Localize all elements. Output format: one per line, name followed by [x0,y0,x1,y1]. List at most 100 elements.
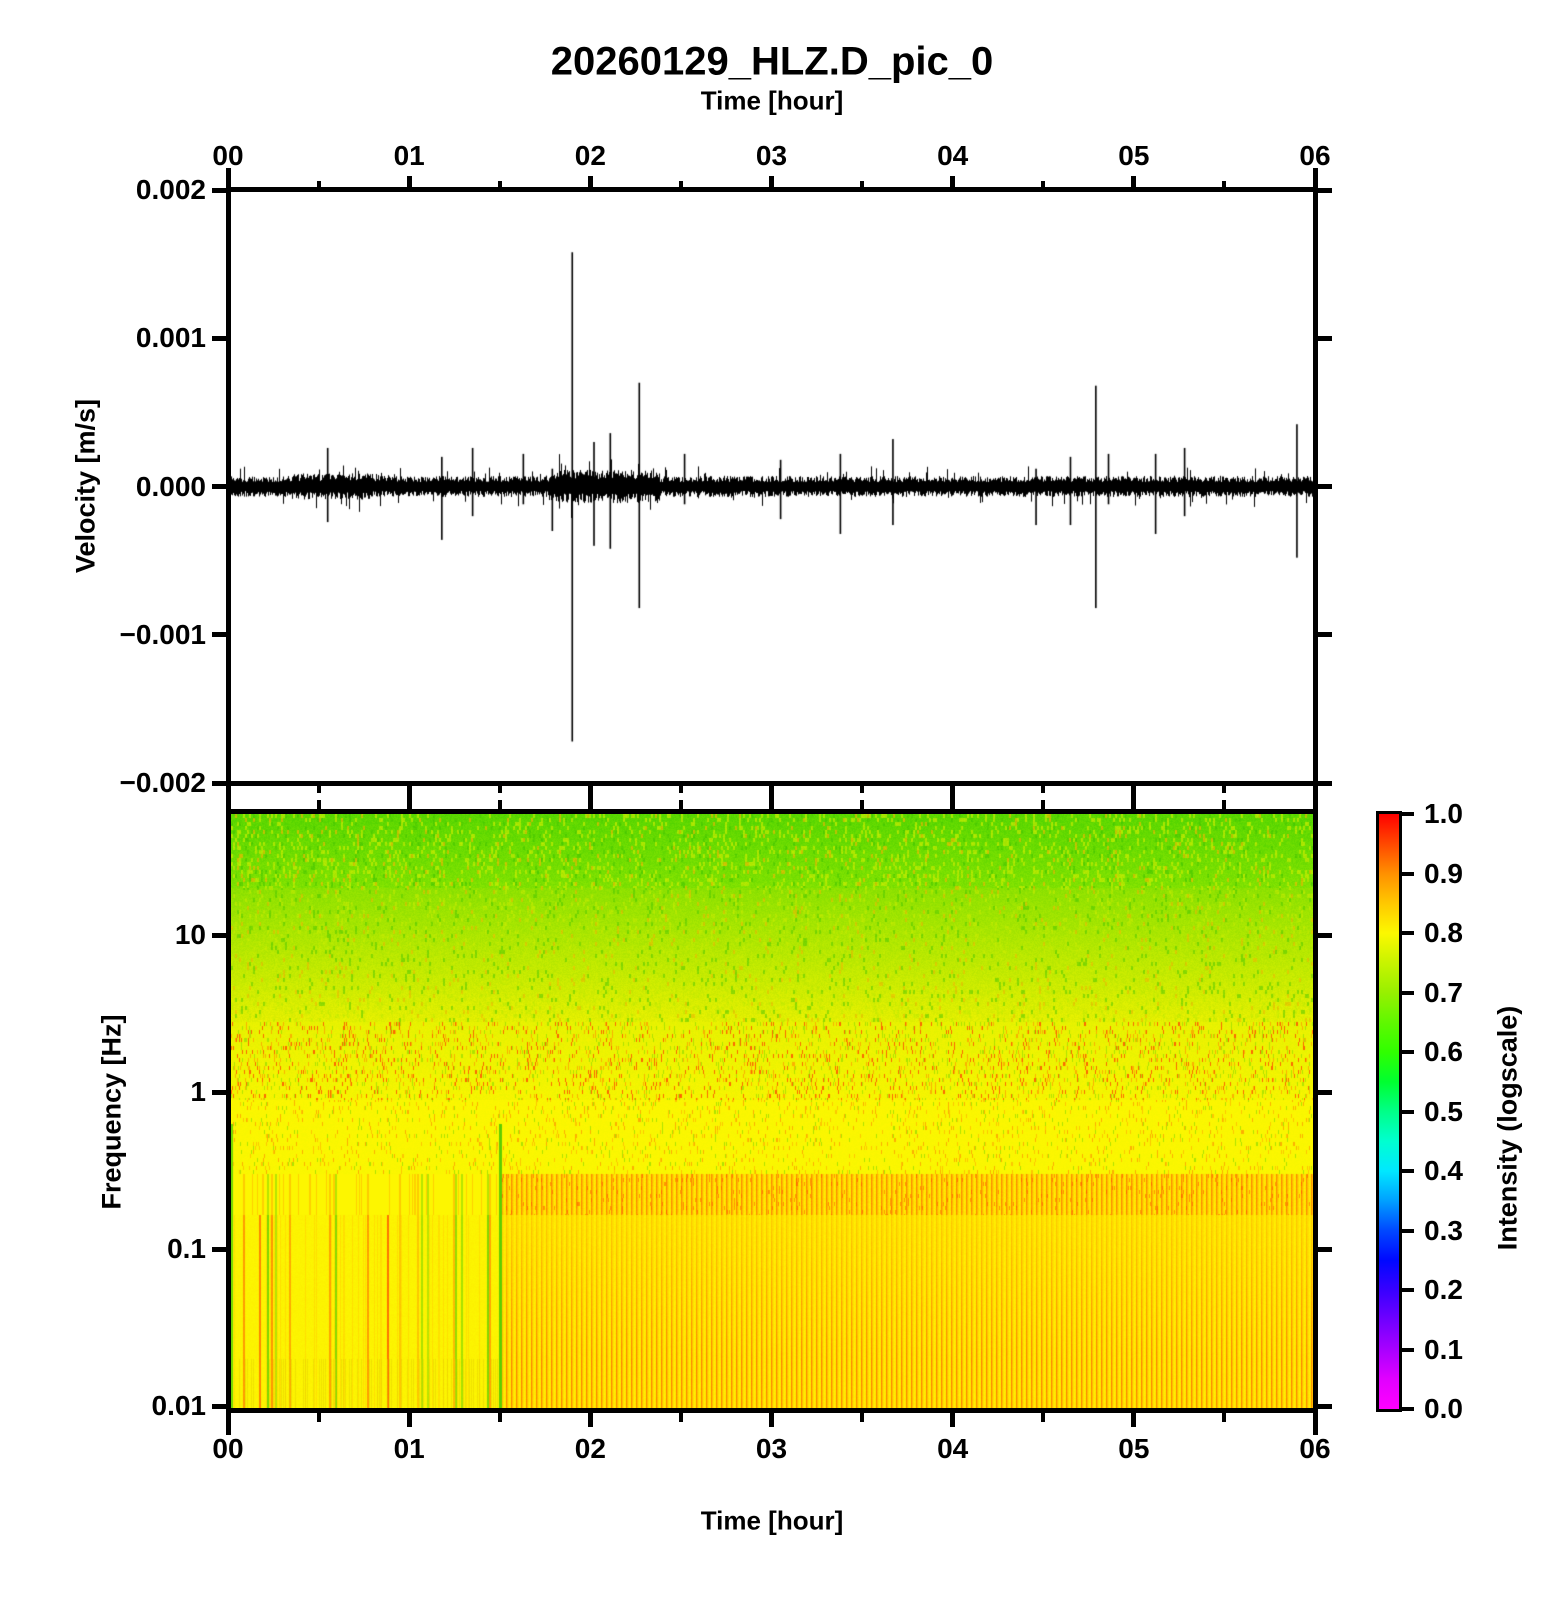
axis-tick [1402,1288,1414,1292]
axis-tick [212,1246,226,1252]
axis-tick [769,795,774,809]
axis-tick [1402,1050,1414,1054]
axis-tick [860,784,865,793]
hour-tick-label-bottom: 05 [1118,1433,1150,1464]
axis-tick [225,795,231,809]
axis-tick [587,176,593,190]
hour-tick-label-top: 02 [574,140,606,171]
spectrogram-canvas [231,814,1313,1408]
axis-tick [1402,1109,1414,1114]
hour-tick-label-top: 06 [1299,140,1331,171]
hour-tick-label-bottom: 01 [393,1433,425,1464]
axis-tick [406,795,412,809]
colorbar-tick-label: 0.5 [1424,1095,1463,1127]
axis-tick [212,632,226,638]
axis-tick [1402,1347,1414,1352]
velocity-axis-label: Velocity [m/s] [70,398,101,574]
axis-tick [950,784,956,798]
axis-tick [316,181,321,190]
intensity-axis-label: Intensity (logscale) [1492,1005,1523,1251]
time-axis-label-bottom: Time [hour] [700,1505,844,1536]
axis-tick [1318,1246,1332,1252]
axis-tick [1402,990,1414,995]
velocity-tick-label: −0.001 [119,618,206,650]
frequency-tick-label: 10 [174,919,206,950]
axis-tick [1318,187,1332,193]
axis-tick [860,1413,865,1422]
axis-tick [1402,871,1414,876]
axis-tick [1041,1413,1046,1422]
axis-tick [497,784,502,793]
axis-tick [212,187,226,193]
colorbar-tick-label: 0.6 [1424,1036,1463,1067]
axis-tick [1312,1413,1318,1435]
axis-tick [1131,784,1137,798]
axis-tick [769,176,774,190]
axis-tick [406,1413,412,1427]
axis-tick [1222,181,1227,190]
axis-tick [1402,931,1414,935]
axis-tick [1222,800,1227,809]
axis-tick [406,784,412,798]
velocity-tick-label: 0.000 [135,470,206,502]
axis-tick [1312,784,1318,798]
axis-tick [212,484,226,489]
colorbar-tick-label: 0.9 [1424,857,1463,889]
frequency-tick-label: 0.01 [151,1390,207,1421]
axis-tick [1222,784,1227,793]
axis-tick [212,1403,226,1409]
colorbar-tick-label: 0.8 [1424,917,1463,948]
time-axis-label-top: Time [hour] [700,85,844,116]
axis-tick [497,1413,502,1422]
axis-tick [1041,181,1046,190]
frequency-tick-label: 1 [190,1076,206,1107]
axis-tick [860,181,865,190]
colorbar-tick-label: 0.1 [1424,1333,1463,1365]
axis-tick [678,1413,683,1422]
axis-tick [587,784,593,798]
axis-tick [950,176,956,190]
frequency-tick-label: 0.1 [167,1233,206,1264]
axis-tick [1402,1169,1414,1173]
axis-tick [316,1413,321,1422]
axis-tick [1312,168,1318,190]
axis-tick [860,800,865,809]
hour-tick-label-top: 01 [393,140,425,171]
velocity-tick-label: 0.001 [135,322,206,354]
axis-tick [497,181,502,190]
axis-tick [950,1413,956,1427]
colorbar-tick-label: 0.7 [1424,976,1463,1008]
axis-tick [1318,1403,1332,1409]
axis-tick [1131,176,1137,190]
colorbar-tick-label: 0.0 [1424,1393,1463,1424]
hour-tick-label-bottom: 06 [1299,1433,1331,1464]
axis-tick [1318,932,1332,938]
axis-tick [1131,1413,1137,1427]
hour-tick-label-bottom: 03 [755,1433,788,1464]
waveform-canvas [231,192,1313,781]
axis-tick [769,1413,774,1427]
velocity-tick-label: 0.002 [135,174,206,205]
colorbar-tick-label: 0.3 [1424,1214,1463,1246]
axis-tick [1041,784,1046,793]
axis-tick [1041,800,1046,809]
plot-title: 20260129_HLZ.D_pic_0 [550,39,994,84]
hour-tick-label-bottom: 02 [574,1433,606,1464]
axis-tick [1318,780,1332,786]
axis-tick [1312,795,1318,809]
axis-tick [212,780,226,786]
axis-tick [678,800,683,809]
axis-tick [1318,632,1332,638]
hour-tick-label-top: 04 [937,140,969,171]
axis-tick [587,795,593,809]
axis-tick [1402,812,1414,816]
axis-tick [406,176,412,190]
axis-tick [1402,1407,1414,1411]
axis-tick [1318,484,1332,489]
axis-tick [225,784,231,798]
axis-tick [1318,335,1332,341]
axis-tick [769,784,774,798]
hour-tick-label-bottom: 00 [212,1433,244,1464]
hour-tick-label-top: 03 [755,140,788,171]
